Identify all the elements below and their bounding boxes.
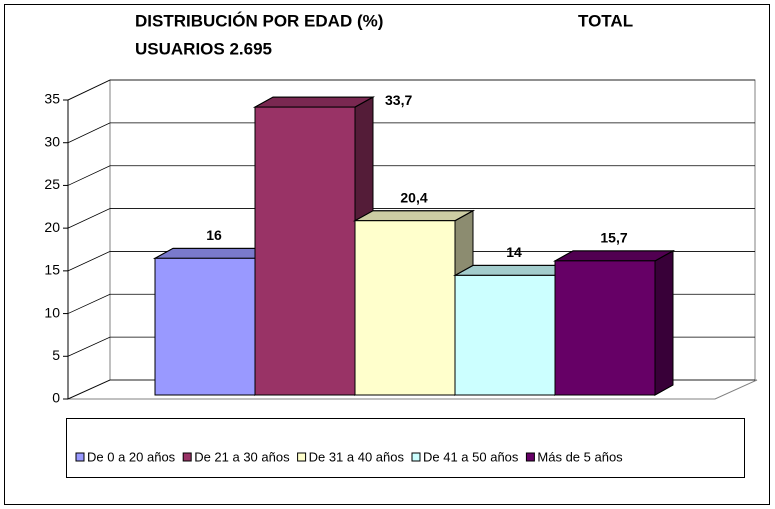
chart-subtitle: TOTAL (578, 11, 633, 30)
bar-top-shade (353, 210, 475, 222)
legend-label: De 21 a 30 años (194, 449, 290, 464)
value-label: 15,7 (600, 230, 627, 246)
y-tick-label: 25 (44, 176, 60, 192)
y-tick-label: 35 (44, 91, 60, 107)
grid-line (67, 122, 755, 144)
legend-swatch (411, 452, 421, 462)
y-tick-label: 5 (52, 347, 60, 363)
legend-swatch (297, 452, 307, 462)
y-tick-label: 30 (44, 133, 60, 149)
y-tick-label: 10 (44, 304, 60, 320)
bar (154, 257, 256, 396)
chart-caption: USUARIOS 2.695 (135, 39, 272, 58)
bar (254, 106, 356, 396)
value-label: 14 (506, 244, 522, 260)
y-tick-label: 20 (44, 219, 60, 235)
bar (454, 274, 556, 396)
bar (354, 220, 456, 396)
value-label: 16 (206, 227, 222, 243)
side-wall (67, 79, 111, 400)
legend-box (66, 418, 745, 478)
bar-top-shade (253, 96, 375, 108)
grid-line (67, 79, 755, 101)
legend-label: De 31 a 40 años (309, 449, 405, 464)
bar (554, 260, 656, 396)
legend-swatch (75, 452, 85, 462)
legend-label: De 41 a 50 años (423, 449, 519, 464)
bar-top-shade (553, 250, 675, 262)
legend-label: De 0 a 20 años (87, 449, 176, 464)
y-tick-label: 0 (52, 390, 60, 406)
grid-line (67, 208, 755, 229)
legend-label: Más de 5 años (537, 449, 623, 464)
legend-swatch (182, 452, 192, 462)
grid-line (67, 251, 755, 272)
legend-swatch (525, 452, 535, 462)
y-tick-label: 15 (44, 262, 60, 278)
value-label: 20,4 (400, 189, 427, 205)
value-label: 33,7 (385, 92, 412, 108)
bar-side-shade (654, 250, 674, 396)
grid-line (67, 165, 755, 186)
chart-title: DISTRIBUCIÓN POR EDAD (%) (135, 11, 383, 30)
